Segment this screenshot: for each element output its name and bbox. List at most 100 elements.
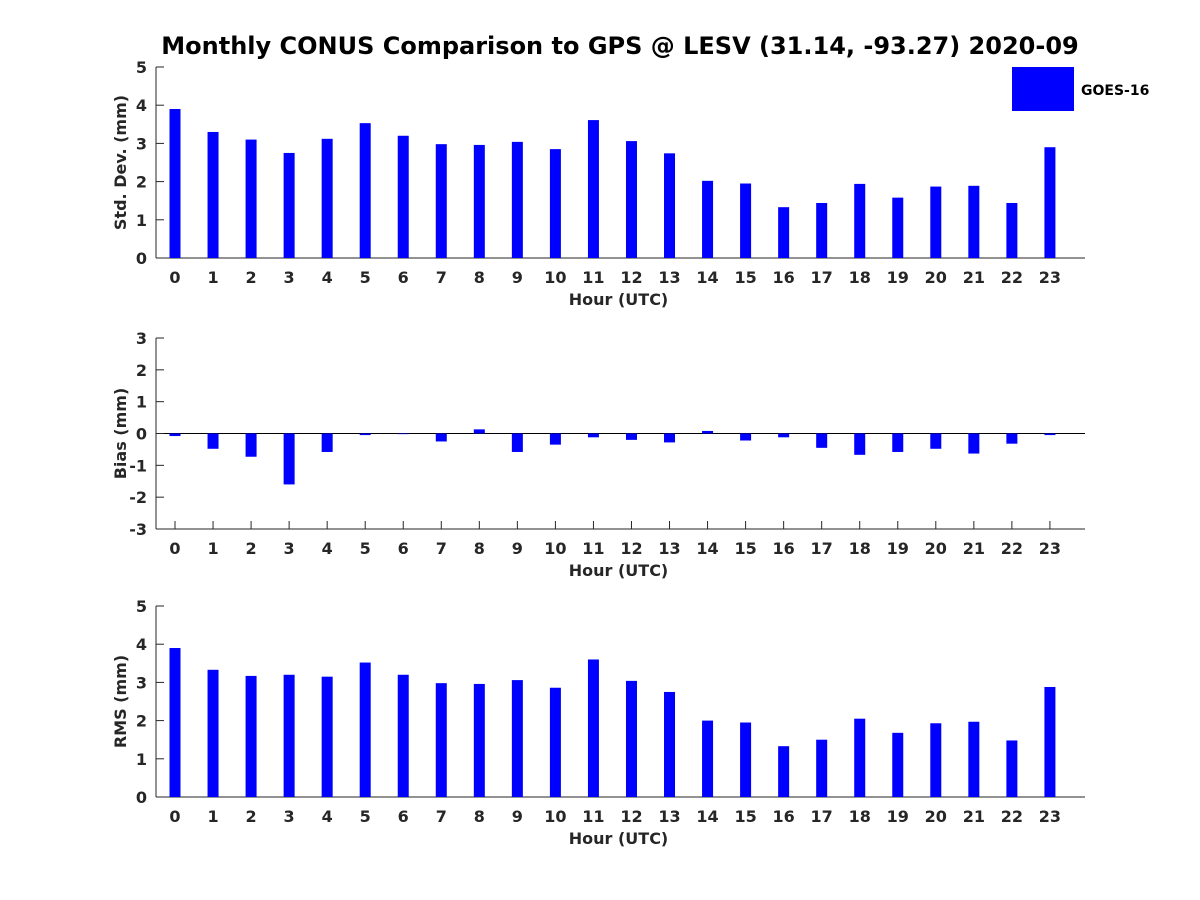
bar bbox=[625, 141, 637, 258]
bar bbox=[892, 433, 904, 452]
bar bbox=[549, 149, 561, 258]
x-tick-label: 14 bbox=[696, 807, 718, 826]
bar bbox=[778, 433, 790, 438]
bar bbox=[207, 433, 219, 449]
bar bbox=[169, 648, 181, 797]
x-tick-label: 9 bbox=[512, 807, 523, 826]
bar bbox=[816, 739, 828, 797]
x-axis-label: Hour (UTC) bbox=[569, 829, 669, 848]
x-tick-label: 3 bbox=[284, 268, 295, 287]
bar bbox=[1044, 686, 1056, 797]
bar bbox=[169, 433, 181, 437]
bar bbox=[283, 674, 295, 797]
x-tick-label: 2 bbox=[246, 807, 257, 826]
x-tick-label: 17 bbox=[811, 807, 833, 826]
x-tick-label: 23 bbox=[1039, 539, 1061, 558]
y-axis-label: RMS (mm) bbox=[111, 655, 130, 748]
bar bbox=[930, 186, 942, 258]
x-tick-label: 5 bbox=[360, 807, 371, 826]
x-tick-label: 15 bbox=[734, 807, 756, 826]
x-tick-label: 20 bbox=[925, 268, 947, 287]
x-tick-label: 16 bbox=[773, 807, 795, 826]
x-tick-label: 19 bbox=[887, 268, 909, 287]
x-tick-label: 7 bbox=[436, 807, 447, 826]
x-tick-label: 22 bbox=[1001, 539, 1023, 558]
bar bbox=[283, 152, 295, 258]
y-tick-label: 5 bbox=[136, 597, 147, 616]
x-tick-label: 20 bbox=[925, 539, 947, 558]
x-tick-label: 16 bbox=[773, 268, 795, 287]
x-tick-label: 17 bbox=[811, 268, 833, 287]
legend-label: GOES-16 bbox=[1081, 83, 1149, 99]
bar bbox=[702, 430, 714, 434]
bar bbox=[968, 721, 980, 797]
bar bbox=[1006, 433, 1018, 444]
bar bbox=[549, 687, 561, 797]
bar bbox=[359, 433, 371, 436]
x-tick-label: 19 bbox=[887, 539, 909, 558]
x-tick-label: 20 bbox=[925, 807, 947, 826]
bar bbox=[587, 120, 599, 259]
bar bbox=[511, 433, 523, 452]
bar bbox=[892, 732, 904, 797]
bar bbox=[930, 433, 942, 449]
y-tick-label: 1 bbox=[136, 211, 147, 230]
x-tick-label: 8 bbox=[474, 807, 485, 826]
x-tick-label: 10 bbox=[544, 268, 566, 287]
x-tick-label: 0 bbox=[169, 539, 180, 558]
bar bbox=[169, 109, 181, 259]
x-tick-label: 9 bbox=[512, 268, 523, 287]
x-tick-label: 7 bbox=[436, 268, 447, 287]
y-tick-label: -1 bbox=[129, 456, 147, 475]
legend: GOES-16 bbox=[1012, 67, 1149, 111]
x-tick-label: 3 bbox=[284, 807, 295, 826]
bar bbox=[245, 675, 257, 797]
bar bbox=[816, 433, 828, 448]
bar bbox=[1006, 202, 1018, 258]
x-tick-label: 23 bbox=[1039, 807, 1061, 826]
bar bbox=[664, 153, 676, 258]
x-tick-label: 8 bbox=[474, 539, 485, 558]
x-tick-label: 6 bbox=[398, 539, 409, 558]
x-tick-label: 1 bbox=[207, 268, 218, 287]
x-tick-label: 5 bbox=[360, 268, 371, 287]
x-tick-label: 1 bbox=[207, 539, 218, 558]
x-tick-label: 4 bbox=[322, 268, 333, 287]
x-tick-label: 12 bbox=[620, 539, 642, 558]
bar bbox=[740, 722, 752, 797]
bar bbox=[854, 718, 866, 797]
bar bbox=[778, 207, 790, 258]
x-tick-label: 8 bbox=[474, 268, 485, 287]
bar bbox=[549, 433, 561, 445]
x-tick-label: 4 bbox=[322, 807, 333, 826]
bar bbox=[435, 144, 447, 258]
x-axis-label: Hour (UTC) bbox=[569, 290, 669, 309]
y-tick-label: 5 bbox=[136, 58, 147, 77]
bar bbox=[625, 680, 637, 797]
bar bbox=[587, 433, 599, 438]
x-tick-label: 12 bbox=[620, 268, 642, 287]
y-axis-label: Bias (mm) bbox=[111, 388, 130, 480]
bar bbox=[397, 135, 409, 258]
bar bbox=[321, 676, 333, 797]
bar bbox=[854, 183, 866, 258]
x-tick-label: 13 bbox=[658, 807, 680, 826]
bar bbox=[359, 123, 371, 259]
x-tick-label: 7 bbox=[436, 539, 447, 558]
bar bbox=[740, 433, 752, 441]
x-tick-label: 6 bbox=[398, 268, 409, 287]
bar bbox=[930, 723, 942, 797]
x-tick-label: 3 bbox=[284, 539, 295, 558]
bar bbox=[892, 197, 904, 258]
x-tick-label: 12 bbox=[620, 807, 642, 826]
bar bbox=[245, 433, 257, 457]
x-tick-label: 10 bbox=[544, 539, 566, 558]
x-tick-label: 22 bbox=[1001, 268, 1023, 287]
x-tick-label: 22 bbox=[1001, 807, 1023, 826]
bar bbox=[854, 433, 866, 455]
x-tick-label: 0 bbox=[169, 268, 180, 287]
bar bbox=[702, 180, 714, 258]
bar bbox=[511, 680, 523, 797]
